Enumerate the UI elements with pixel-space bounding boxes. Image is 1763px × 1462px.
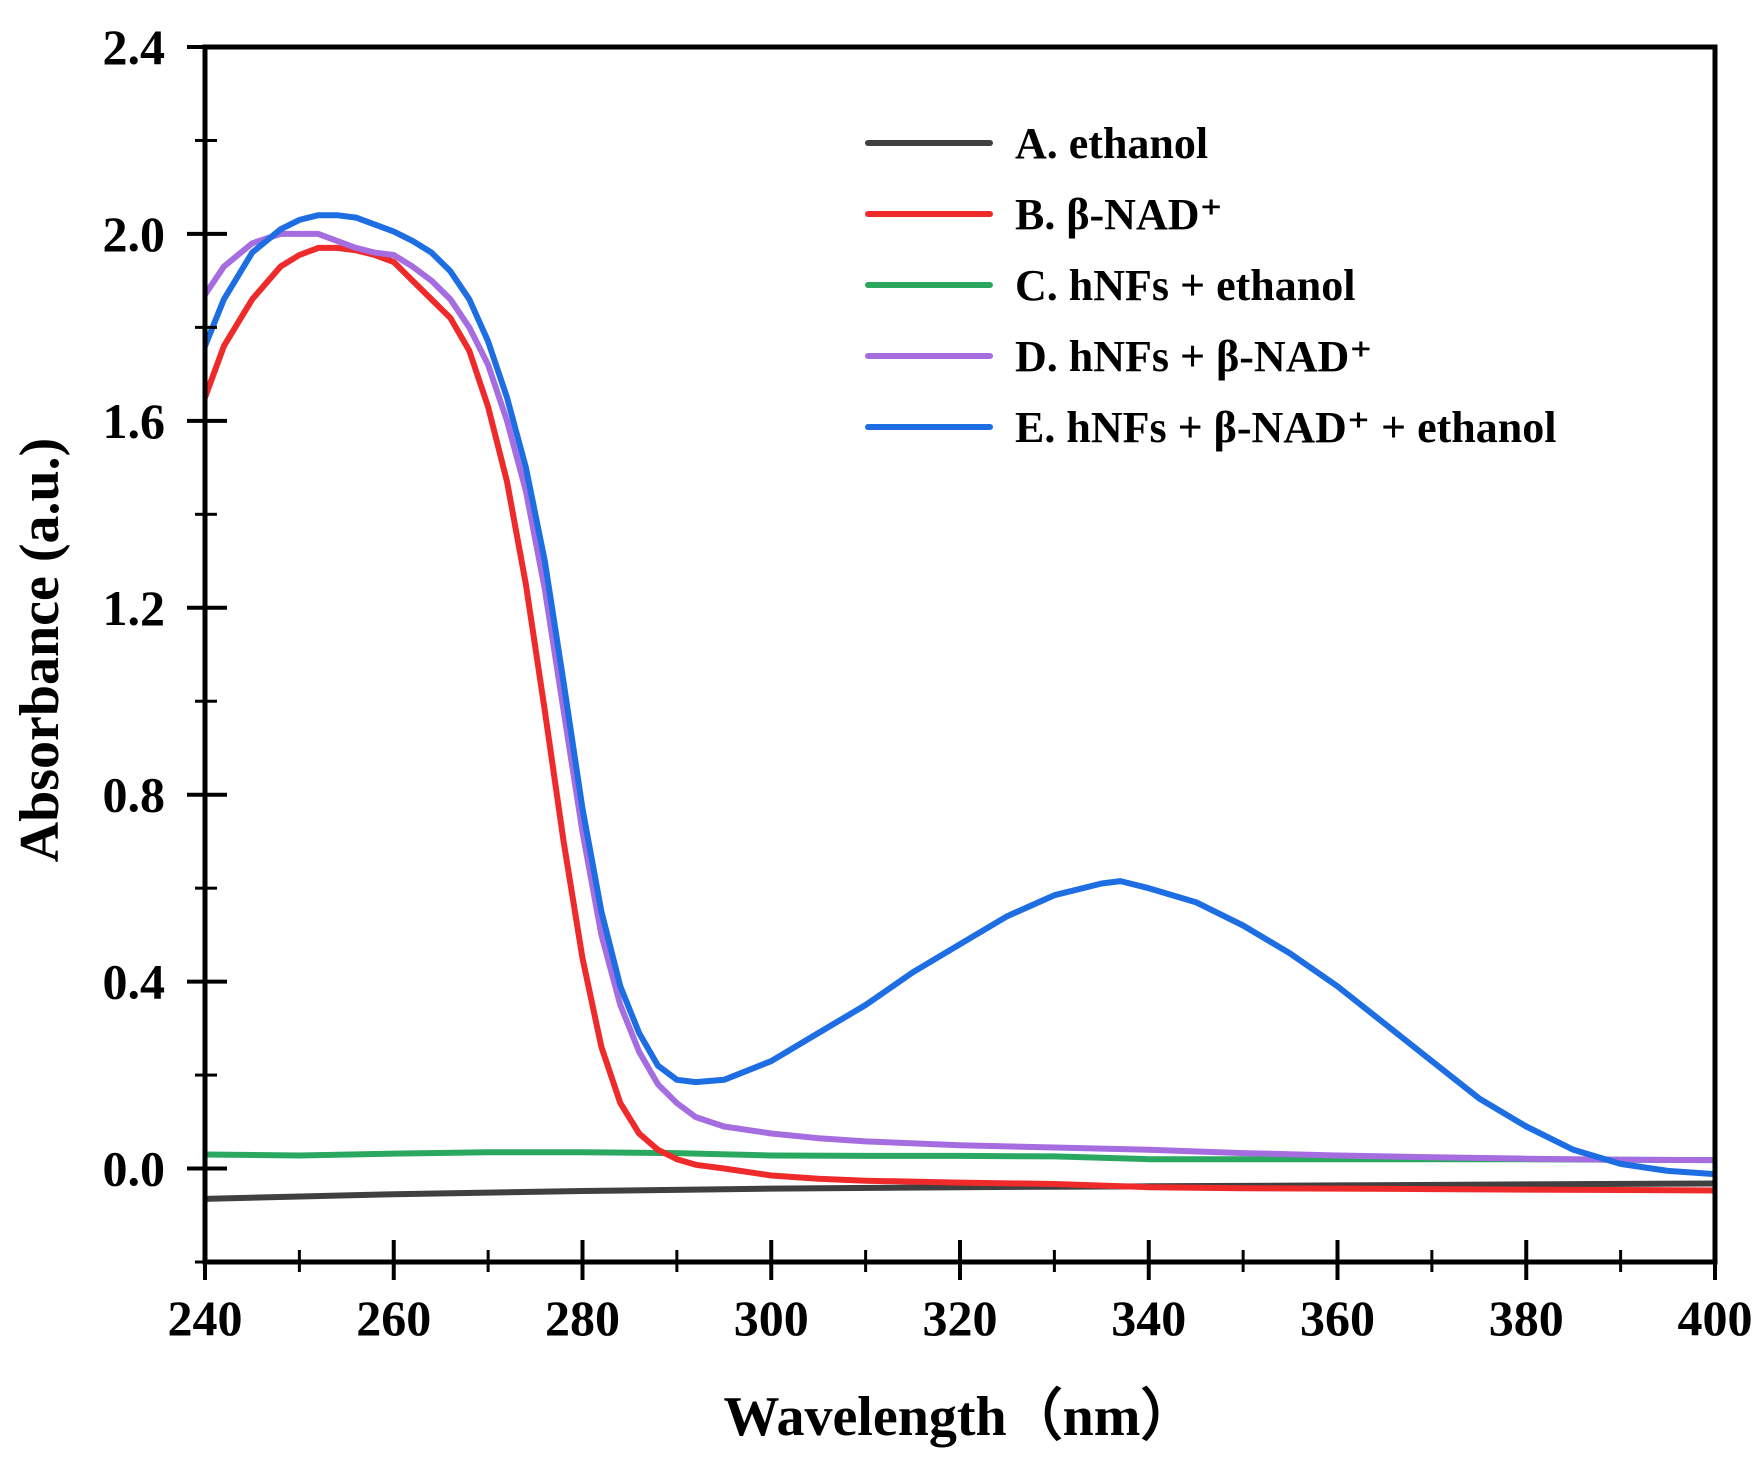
- plot-frame: [202, 44, 1718, 1265]
- series-line-a: [205, 1180, 1715, 1202]
- x-tick-label: 300: [734, 1290, 809, 1346]
- series-line-b: [205, 244, 1715, 1194]
- x-tick-label: 380: [1489, 1290, 1564, 1346]
- x-tick-label: 340: [1111, 1290, 1186, 1346]
- legend: A. ethanol B. β-NAD⁺ C. hNFs + ethanol D. h…: [865, 119, 1556, 452]
- y-tick-label: 0.8: [103, 767, 166, 823]
- y-axis-title: Absorbance (a.u.): [9, 438, 71, 863]
- legend-label-c: C. hNFs + ethanol: [1015, 261, 1355, 310]
- y-tick-label: 1.2: [103, 580, 166, 636]
- legend-label-d: D. hNFs + β-NAD⁺: [1015, 332, 1372, 381]
- legend-label-e: E. hNFs + β-NAD⁺ + ethanol: [1015, 403, 1556, 452]
- legend-label-a: A. ethanol: [1015, 119, 1208, 168]
- y-tick-label: 2.0: [103, 206, 166, 262]
- x-tick-label: 320: [923, 1290, 998, 1346]
- y-tick-label: 0.0: [103, 1141, 166, 1197]
- x-tick-label: 280: [545, 1290, 620, 1346]
- y-tick-label: 1.6: [103, 393, 166, 449]
- legend-label-b: B. β-NAD⁺: [1015, 190, 1223, 239]
- x-tick-label: 360: [1300, 1290, 1375, 1346]
- ticks-layer: [187, 45, 1717, 1280]
- x-tick-label: 240: [168, 1290, 243, 1346]
- series-layer: [205, 212, 1715, 1202]
- tick-labels-layer: 240 260 280 300 320 340 360 380 400 0.0 0.4 0.8 1.2 1…: [103, 19, 1753, 1346]
- series-line-e: [205, 212, 1715, 1178]
- y-tick-label: 0.4: [103, 954, 166, 1010]
- x-tick-label: 400: [1678, 1290, 1753, 1346]
- x-axis-title: Wavelength（nm）: [724, 1385, 1197, 1448]
- y-tick-label: 2.4: [103, 19, 166, 75]
- x-tick-label: 260: [356, 1290, 431, 1346]
- series-line-d: [205, 230, 1715, 1164]
